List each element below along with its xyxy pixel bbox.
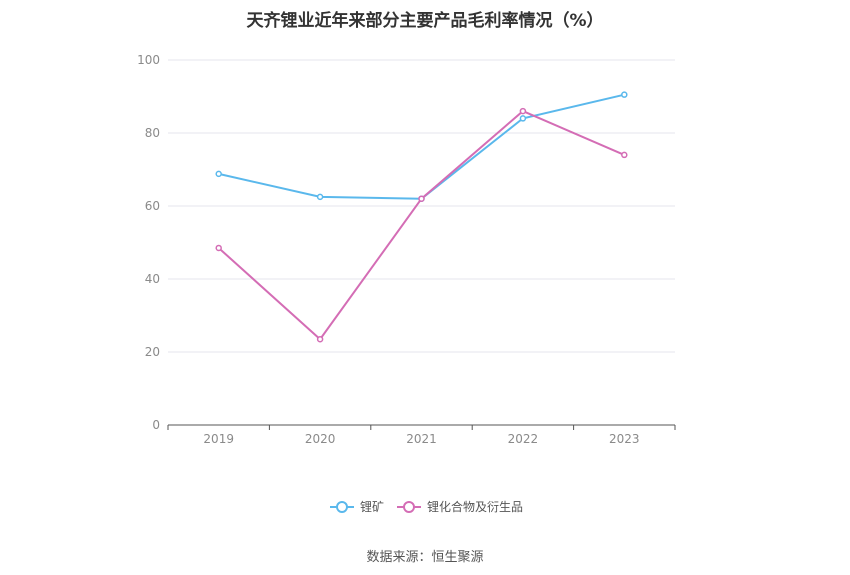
- x-tick-label: 2020: [305, 432, 336, 446]
- data-point[interactable]: [621, 151, 628, 159]
- y-tick-label: 80: [145, 126, 160, 140]
- y-tick-label: 60: [145, 199, 160, 213]
- data-point[interactable]: [215, 170, 222, 178]
- data-point[interactable]: [418, 195, 425, 202]
- y-axis: 0 20 40 60 80 100: [137, 53, 160, 432]
- series-line: [218, 109, 625, 341]
- series-layer: [215, 91, 628, 343]
- data-point[interactable]: [316, 335, 324, 343]
- legend-label: 锂矿: [360, 499, 384, 514]
- legend: 锂矿 锂化合物及衍生品: [330, 499, 523, 514]
- data-point[interactable]: [519, 115, 527, 122]
- x-axis: 2019 2020 2021 2022 2023: [167, 425, 676, 446]
- data-point[interactable]: [621, 91, 628, 98]
- source-note: 数据来源：恒生聚源: [366, 550, 484, 565]
- x-tick-label: 2021: [406, 432, 437, 446]
- x-tick-label: 2022: [508, 432, 539, 446]
- series-line: [218, 93, 625, 200]
- legend-marker: [336, 501, 348, 513]
- x-tick-label: 2023: [609, 432, 640, 446]
- data-point[interactable]: [215, 244, 222, 252]
- y-tick-label: 40: [145, 272, 160, 286]
- legend-item[interactable]: 锂矿: [330, 499, 384, 514]
- y-tick-label: 0: [152, 418, 160, 432]
- series-2: [215, 107, 628, 343]
- y-tick-label: 20: [145, 345, 160, 359]
- y-tick-label: 100: [137, 53, 160, 67]
- x-tick-label: 2019: [203, 432, 234, 446]
- data-point[interactable]: [519, 107, 527, 115]
- series-1: [215, 91, 628, 202]
- legend-marker: [403, 501, 415, 513]
- chart-title: 天齐锂业近年来部分主要产品毛利率情况（%）: [246, 11, 604, 31]
- legend-label: 锂化合物及衍生品: [427, 499, 523, 514]
- legend-item[interactable]: 锂化合物及衍生品: [397, 499, 523, 514]
- grid-lines: [168, 59, 675, 353]
- data-point[interactable]: [316, 193, 324, 201]
